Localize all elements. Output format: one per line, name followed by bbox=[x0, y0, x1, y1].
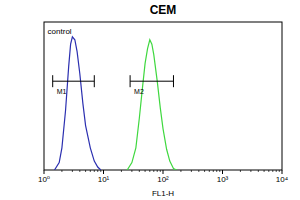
x-tick bbox=[282, 170, 283, 174]
title: CEM bbox=[150, 3, 177, 17]
x-minor-tick bbox=[209, 170, 210, 172]
x-tick bbox=[222, 170, 223, 174]
x-tick bbox=[163, 170, 164, 174]
x-minor-tick bbox=[240, 170, 241, 172]
x-minor-tick bbox=[94, 170, 95, 172]
x-minor-tick bbox=[264, 170, 265, 172]
gate-end bbox=[130, 75, 131, 87]
x-tick-label: 10² bbox=[157, 175, 169, 184]
gate-end bbox=[94, 75, 95, 87]
x-minor-tick bbox=[216, 170, 217, 172]
x-minor-tick bbox=[85, 170, 86, 172]
gate-label: M2 bbox=[134, 88, 144, 95]
gate-label: M1 bbox=[57, 88, 67, 95]
gate-line bbox=[130, 81, 173, 82]
x-minor-tick bbox=[157, 170, 158, 172]
x-minor-tick bbox=[79, 170, 80, 172]
x-minor-tick bbox=[100, 170, 101, 172]
x-minor-tick bbox=[180, 170, 181, 172]
x-tick bbox=[103, 170, 104, 174]
x-tick-label: 10⁰ bbox=[38, 175, 50, 184]
x-minor-tick bbox=[279, 170, 280, 172]
x-tick-label: 10³ bbox=[217, 175, 229, 184]
x-minor-tick bbox=[121, 170, 122, 172]
x-minor-tick bbox=[219, 170, 220, 172]
x-minor-tick bbox=[61, 170, 62, 172]
x-minor-tick bbox=[131, 170, 132, 172]
chart: CEM 10⁰ 10¹ 10² 10³ 10⁴ FL1-H control M1 M2 bbox=[0, 0, 300, 200]
x-minor-tick bbox=[145, 170, 146, 172]
plot-frame bbox=[44, 22, 282, 170]
plot-area bbox=[54, 37, 176, 170]
x-minor-tick bbox=[160, 170, 161, 172]
x-minor-tick bbox=[72, 170, 73, 172]
x-tick-label: 10¹ bbox=[98, 175, 110, 184]
x-minor-tick bbox=[90, 170, 91, 172]
gate-end bbox=[52, 75, 53, 87]
gate-end bbox=[173, 75, 174, 87]
x-minor-tick bbox=[250, 170, 251, 172]
x-minor-tick bbox=[213, 170, 214, 172]
x-minor-tick bbox=[204, 170, 205, 172]
histogram-line bbox=[54, 37, 100, 170]
x-minor-tick bbox=[149, 170, 150, 172]
x-minor-tick bbox=[276, 170, 277, 172]
x-tick-label: 10⁴ bbox=[276, 175, 289, 184]
x-tick bbox=[44, 170, 45, 174]
x-minor-tick bbox=[191, 170, 192, 172]
gate-line bbox=[53, 81, 95, 82]
histogram-line bbox=[127, 40, 177, 170]
x-axis-label: FL1-H bbox=[152, 189, 174, 198]
x-minor-tick bbox=[153, 170, 154, 172]
x-minor-tick bbox=[139, 170, 140, 172]
annotation: control bbox=[48, 27, 72, 36]
x-minor-tick bbox=[198, 170, 199, 172]
x-minor-tick bbox=[268, 170, 269, 172]
x-minor-tick bbox=[272, 170, 273, 172]
x-minor-tick bbox=[258, 170, 259, 172]
x-minor-tick bbox=[97, 170, 98, 172]
